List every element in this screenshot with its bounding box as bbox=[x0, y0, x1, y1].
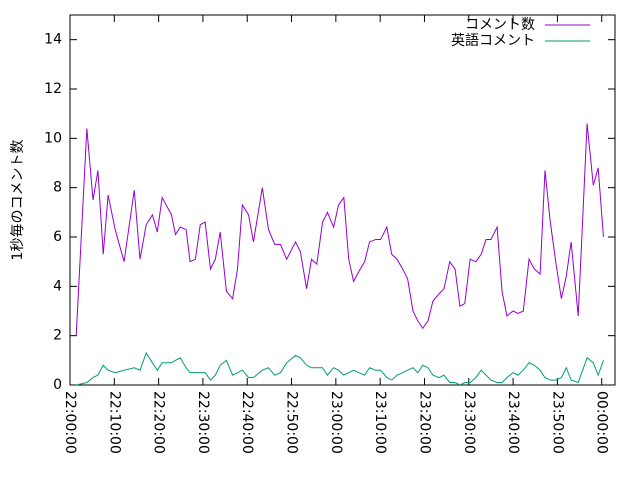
y-tick-label: 0 bbox=[53, 377, 62, 393]
x-tick-label: 23:20:00 bbox=[416, 391, 432, 454]
y-tick-label: 10 bbox=[44, 130, 62, 146]
y-tick-label: 2 bbox=[53, 328, 62, 344]
y-tick-label: 12 bbox=[44, 81, 62, 97]
y-tick-label: 4 bbox=[53, 278, 62, 294]
x-tick-label: 22:10:00 bbox=[106, 391, 122, 454]
legend-label: 英語コメント bbox=[451, 32, 535, 49]
series-line bbox=[76, 351, 604, 386]
x-tick-label: 22:50:00 bbox=[284, 391, 300, 454]
series-line bbox=[75, 123, 604, 336]
x-tick-label: 00:00:00 bbox=[594, 391, 610, 454]
x-tick-label: 22:00:00 bbox=[62, 391, 78, 454]
x-tick-label: 23:40:00 bbox=[505, 391, 521, 454]
x-tick-label: 23:10:00 bbox=[372, 391, 388, 454]
y-tick-label: 14 bbox=[44, 32, 62, 48]
x-tick-label: 22:30:00 bbox=[195, 391, 211, 454]
x-tick-label: 22:40:00 bbox=[239, 391, 255, 454]
plot-frame bbox=[69, 14, 616, 386]
y-tick-label: 8 bbox=[53, 180, 62, 196]
x-tick-label: 23:00:00 bbox=[328, 391, 344, 454]
y-axis-label: 1秒毎のコメント数 bbox=[10, 140, 26, 261]
x-tick-label: 22:20:00 bbox=[151, 391, 167, 454]
legend-label: コメント数 bbox=[465, 17, 535, 33]
x-tick-label: 23:30:00 bbox=[461, 391, 477, 454]
y-tick-label: 6 bbox=[53, 229, 62, 245]
x-tick-label: 23:50:00 bbox=[549, 391, 565, 454]
